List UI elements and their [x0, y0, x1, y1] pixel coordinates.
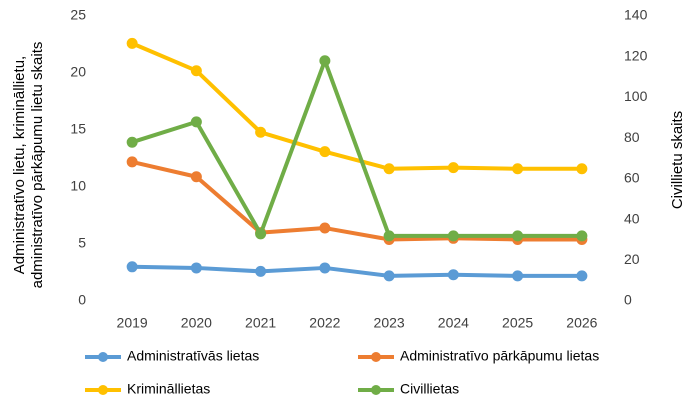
y2-tick-label: 20: [624, 251, 640, 267]
legend-marker: [371, 352, 381, 362]
point: [383, 230, 395, 242]
x-tick-label: 2021: [245, 315, 276, 331]
x-tick-label: 2022: [309, 315, 340, 331]
y2-tick-label: 0: [624, 292, 632, 308]
point: [255, 265, 267, 277]
y2-tick-label: 120: [624, 47, 648, 63]
y-tick-label: 20: [70, 64, 86, 80]
point: [383, 270, 395, 282]
legend-marker: [371, 385, 381, 395]
legend-text: Administratīvo pārkāpumu lietas: [400, 348, 599, 364]
x-tick-label: 2023: [374, 315, 405, 331]
point: [383, 163, 395, 175]
y-tick-label: 10: [70, 178, 86, 194]
y2-tick-label: 140: [624, 7, 648, 23]
legend-marker: [98, 352, 108, 362]
legend-marker: [98, 385, 108, 395]
y2-tick-label: 60: [624, 170, 640, 186]
legend-text: Krimināllietas: [127, 381, 210, 397]
point: [319, 262, 331, 274]
point: [190, 171, 202, 183]
point: [576, 270, 588, 282]
point: [190, 262, 202, 274]
point: [512, 163, 524, 175]
point: [319, 222, 331, 234]
point: [319, 146, 331, 158]
point: [576, 230, 588, 242]
y-axis-title: administratīvo pārkāpumu lietu skaits: [29, 42, 46, 289]
legend-text: Civillietas: [400, 381, 459, 397]
point: [190, 116, 202, 128]
x-tick-label: 2026: [566, 315, 597, 331]
point: [447, 269, 459, 281]
point: [512, 270, 524, 282]
point: [447, 230, 459, 242]
y-tick-label: 0: [78, 292, 86, 308]
point: [576, 163, 588, 175]
point: [126, 156, 138, 168]
series-line: [132, 264, 582, 278]
y-tick-label: 5: [78, 235, 86, 251]
y2-tick-label: 80: [624, 129, 640, 145]
y-axis-title: Administratīvo lietu, krimināllietu,: [11, 56, 28, 274]
x-tick-label: 2024: [438, 315, 469, 331]
x-tick-label: 2025: [502, 315, 533, 331]
x-tick-label: 2019: [117, 315, 148, 331]
point: [190, 65, 202, 77]
point: [447, 162, 459, 174]
series-line: [131, 58, 582, 238]
series-line: [131, 159, 582, 242]
y2-tick-label: 40: [624, 210, 640, 226]
legend-text: Administratīvās lietas: [127, 348, 259, 364]
y-tick-label: 25: [70, 7, 86, 23]
point: [126, 136, 138, 148]
point: [255, 228, 267, 240]
y-tick-label: 15: [70, 121, 86, 137]
point: [126, 261, 138, 273]
point: [512, 230, 524, 242]
series-line: [131, 41, 582, 171]
point: [126, 37, 138, 49]
y2-axis-title: Civillietu skaits: [669, 111, 686, 209]
point: [319, 55, 331, 67]
point: [255, 126, 267, 138]
y2-tick-label: 100: [624, 88, 648, 104]
x-tick-label: 2020: [181, 315, 212, 331]
